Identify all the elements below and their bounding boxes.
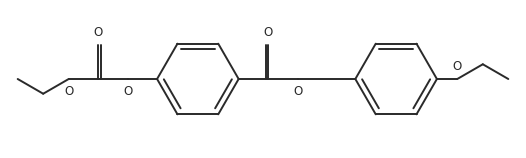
Text: O: O bbox=[293, 85, 302, 98]
Text: O: O bbox=[453, 60, 462, 73]
Text: O: O bbox=[64, 85, 73, 98]
Text: O: O bbox=[264, 26, 272, 39]
Text: O: O bbox=[123, 85, 132, 98]
Text: O: O bbox=[94, 26, 103, 39]
